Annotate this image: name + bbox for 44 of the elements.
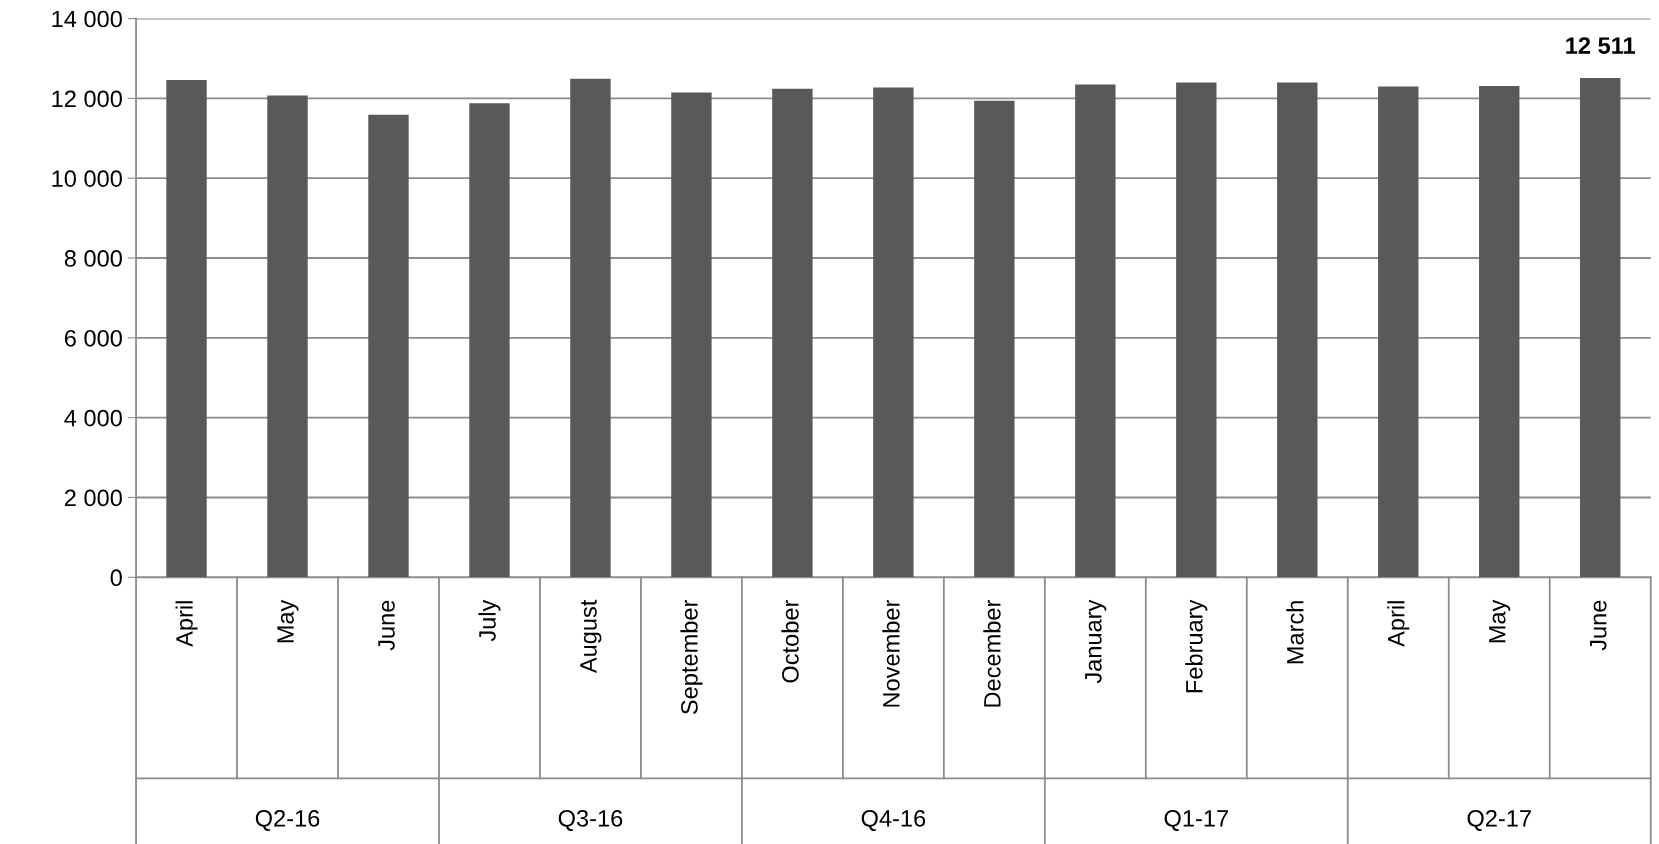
- bar: [1580, 77, 1621, 578]
- x-tick-label: March: [1286, 601, 1304, 664]
- x-tick-label: June: [378, 600, 395, 651]
- bar: [469, 103, 510, 578]
- y-tick-label: 8 000: [64, 250, 122, 267]
- y-tick-label: 12 000: [52, 90, 122, 108]
- text: Q2-17: [1467, 809, 1531, 831]
- x-tick-label: May: [277, 599, 299, 643]
- y-tick-label: 4 000: [64, 409, 122, 427]
- bar: [1378, 86, 1419, 578]
- x-tick-label: April: [1387, 601, 1410, 647]
- x-tick-label: February: [1185, 599, 1208, 693]
- x-tick-label: November: [882, 600, 900, 707]
- y-tick-label: 6 000: [64, 329, 122, 347]
- bar: [671, 92, 712, 578]
- text: Q3-16: [558, 809, 623, 831]
- bar: [570, 78, 611, 578]
- x-tick-label: July: [478, 599, 501, 642]
- bar: [1176, 82, 1217, 578]
- x-tick-label: December: [983, 600, 1001, 707]
- text: Q2-16: [255, 809, 320, 831]
- x-tick-label: October: [781, 600, 799, 683]
- x-tick-label: April: [175, 601, 198, 647]
- x-tick-label: January: [1085, 599, 1107, 684]
- y-tick-label: 10 000: [52, 170, 122, 187]
- x-tick-label: May: [1489, 599, 1511, 643]
- x-tick-label: August: [580, 599, 602, 674]
- bar: [873, 87, 914, 578]
- text: Q1-17: [1164, 809, 1228, 831]
- y-tick-label: 14 000: [52, 10, 122, 28]
- bar: [368, 114, 409, 578]
- y-tick-label: 0: [110, 569, 122, 587]
- bar: [1075, 84, 1116, 578]
- bar: [974, 100, 1015, 578]
- y-tick-label: 2 000: [64, 489, 122, 507]
- bar: [267, 95, 308, 578]
- bar: [166, 80, 207, 578]
- x-tick-label: June: [1590, 600, 1607, 651]
- bar: [1277, 82, 1318, 578]
- bar: [772, 88, 813, 578]
- bar: [1479, 86, 1520, 578]
- data-label: 12 511: [1566, 37, 1636, 54]
- text: Q4-16: [861, 809, 926, 831]
- x-tick-label: September: [680, 600, 703, 715]
